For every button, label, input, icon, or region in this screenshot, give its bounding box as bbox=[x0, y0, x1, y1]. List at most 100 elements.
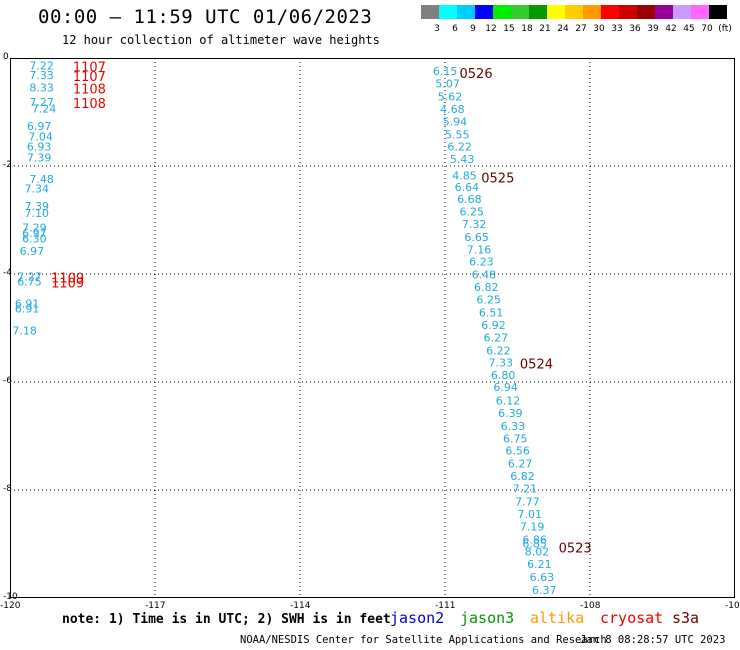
pass-time-label: 1109 bbox=[51, 271, 84, 286]
swh-reading: 7.34 bbox=[25, 182, 50, 195]
units-note: note: 1) Time is in UTC; 2) SWH is in fe… bbox=[62, 612, 391, 627]
swh-reading: 7.01 bbox=[518, 508, 543, 521]
scale-label: 6 bbox=[452, 24, 458, 34]
swh-reading: 5.62 bbox=[438, 90, 463, 103]
swh-reading: 4.85 bbox=[452, 169, 477, 182]
swh-reading: 6.85 bbox=[522, 538, 547, 551]
scale-swatch bbox=[439, 5, 457, 19]
swh-reading: 6.27 bbox=[508, 458, 533, 471]
x-tick-label: -114 bbox=[290, 601, 311, 611]
scale-swatch bbox=[655, 5, 673, 19]
scale-swatch bbox=[511, 5, 529, 19]
swh-reading: 7.19 bbox=[520, 520, 545, 533]
y-tick-label: -10 bbox=[3, 592, 18, 602]
swh-reading: 6.27 bbox=[484, 331, 509, 344]
map-subtitle: 12 hour collection of altimeter wave hei… bbox=[62, 33, 380, 47]
scale-swatch bbox=[673, 5, 691, 19]
scale-label: 18 bbox=[521, 24, 533, 34]
swh-reading: 6.23 bbox=[469, 256, 494, 269]
y-tick-label: -4 bbox=[3, 268, 12, 278]
swh-reading: 8.02 bbox=[525, 546, 550, 559]
map-frame bbox=[10, 58, 735, 598]
swh-reading: 6.33 bbox=[501, 420, 526, 433]
scale-label: 45 bbox=[683, 24, 694, 34]
swh-reading: 6.75 bbox=[17, 276, 42, 289]
swh-reading: 6.22 bbox=[447, 141, 472, 154]
scale-label: 21 bbox=[539, 24, 550, 34]
swh-reading: 7.77 bbox=[515, 495, 540, 508]
satellite-s3a: s3a bbox=[672, 609, 700, 627]
swh-reading: 5.07 bbox=[435, 78, 460, 91]
swh-reading: 7.29 bbox=[22, 222, 47, 235]
scale-label: 30 bbox=[593, 24, 605, 34]
swh-reading: 6.80 bbox=[491, 369, 515, 382]
swh-reading: 6.21 bbox=[527, 558, 552, 571]
swh-reading: 6.12 bbox=[496, 395, 521, 408]
scale-swatch bbox=[457, 5, 475, 19]
swh-reading: 5.55 bbox=[445, 128, 470, 141]
scale-label: 33 bbox=[611, 24, 622, 34]
swh-reading: 7.04 bbox=[28, 130, 53, 143]
scale-swatch bbox=[529, 5, 547, 19]
scale-swatch bbox=[421, 5, 439, 19]
scale-swatch bbox=[547, 5, 565, 19]
swh-reading: 4.68 bbox=[440, 103, 465, 116]
scale-swatch bbox=[475, 5, 493, 19]
scale-swatch bbox=[691, 5, 709, 19]
pass-time-label: 0523 bbox=[559, 541, 592, 556]
scale-swatch bbox=[601, 5, 619, 19]
swh-reading: 7.10 bbox=[25, 207, 50, 220]
swh-reading: 6.48 bbox=[472, 269, 497, 282]
pass-time-label: 1109 bbox=[51, 277, 84, 292]
generation-timestamp: Jan 8 08:28:57 UTC 2023 bbox=[580, 634, 726, 646]
swh-reading: 6.91 bbox=[15, 303, 40, 316]
swh-reading: 5.94 bbox=[443, 115, 468, 128]
swh-reading: 6.63 bbox=[530, 571, 555, 584]
swh-reading: 6.97 bbox=[27, 120, 51, 133]
swh-reading: 7.16 bbox=[467, 243, 492, 256]
scale-swatch bbox=[565, 5, 583, 19]
swh-reading: 7.48 bbox=[29, 173, 54, 186]
swh-reading: 6.22 bbox=[486, 344, 511, 357]
scale-swatch bbox=[493, 5, 511, 19]
y-tick-label: 0 bbox=[3, 52, 9, 62]
swh-reading: 6.93 bbox=[27, 141, 51, 154]
y-tick-label: -8 bbox=[3, 484, 12, 494]
pass-time-label: 0524 bbox=[520, 358, 553, 373]
swh-reading: 7.27 bbox=[29, 96, 54, 109]
x-tick-label: -111 bbox=[435, 601, 456, 611]
swh-reading: 8.33 bbox=[29, 81, 54, 94]
scale-swatch bbox=[583, 5, 601, 19]
satellite-altika: altika bbox=[530, 609, 585, 627]
pass-time-label: 1108 bbox=[73, 82, 106, 97]
swh-reading: 6.25 bbox=[460, 206, 485, 219]
scale-label: 36 bbox=[629, 24, 641, 34]
swh-reading: 7.39 bbox=[25, 200, 50, 213]
swh-reading: 6.64 bbox=[455, 181, 480, 194]
scale-label: 24 bbox=[557, 24, 569, 34]
swh-reading: 7.22 bbox=[29, 60, 54, 73]
x-tick-label: -120 bbox=[0, 601, 21, 611]
satellite-jason3: jason3 bbox=[460, 609, 515, 627]
swh-reading: 6.97 bbox=[22, 227, 47, 240]
swh-reading: 6.92 bbox=[481, 319, 506, 332]
scale-label: 3 bbox=[434, 24, 440, 34]
y-tick-label: -2 bbox=[3, 160, 12, 170]
swh-reading: 6.25 bbox=[476, 294, 501, 307]
credit-line: NOAA/NESDIS Center for Satellite Applica… bbox=[240, 634, 607, 646]
swh-reading: 6.37 bbox=[532, 584, 557, 597]
map-title: 00:00 – 11:59 UTC 01/06/2023 bbox=[38, 6, 373, 28]
x-tick-label: -117 bbox=[145, 601, 166, 611]
satellite-jason2: jason2 bbox=[390, 609, 445, 627]
x-tick-label: -108 bbox=[580, 601, 601, 611]
swh-reading: 6.68 bbox=[457, 193, 482, 206]
scale-label: 27 bbox=[575, 24, 586, 34]
swh-reading: 6.82 bbox=[474, 281, 499, 294]
pass-time-label: 0526 bbox=[460, 67, 493, 82]
y-tick-label: -6 bbox=[3, 376, 12, 386]
swh-reading: 6.56 bbox=[505, 445, 529, 458]
scale-label: 39 bbox=[647, 24, 659, 34]
scale-swatch bbox=[637, 5, 655, 19]
swh-reading: 7.24 bbox=[32, 102, 57, 115]
pass-time-label: 1107 bbox=[73, 61, 106, 76]
